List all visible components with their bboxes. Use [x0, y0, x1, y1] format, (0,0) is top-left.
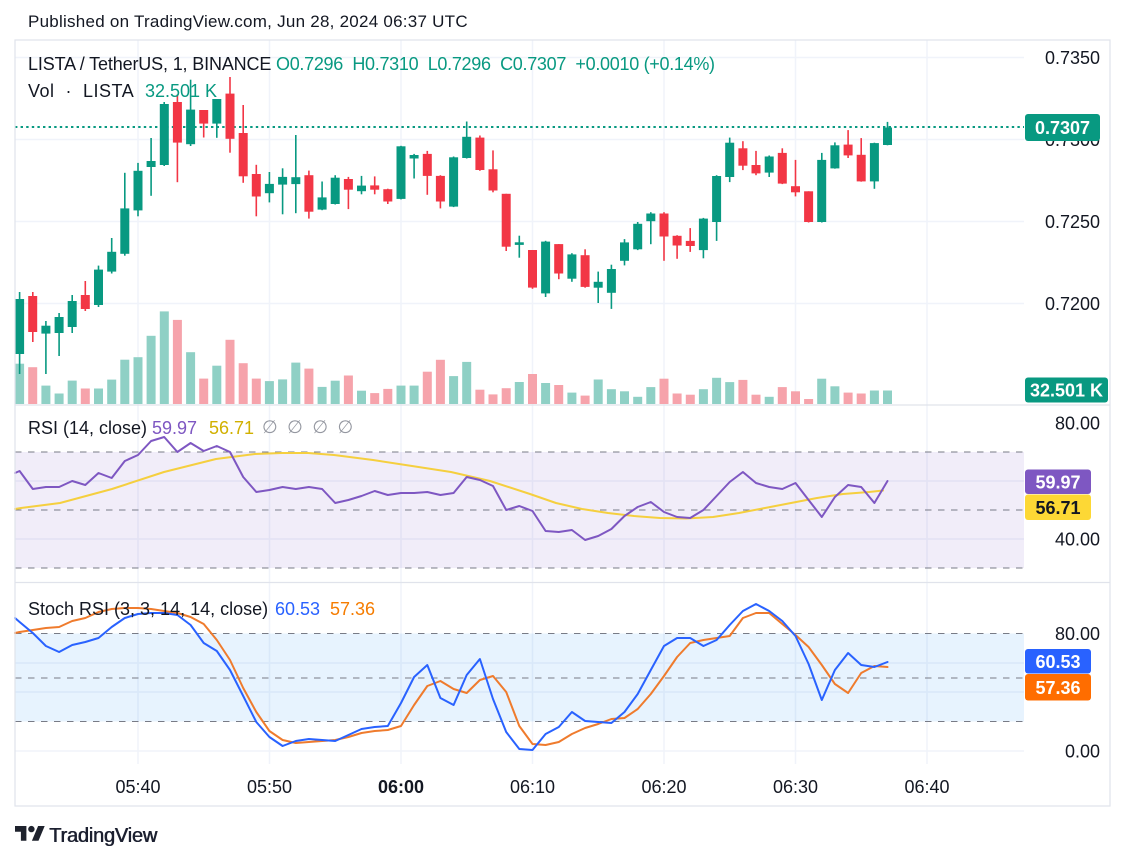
svg-text:57.36: 57.36 [1035, 678, 1080, 698]
svg-text:06:30: 06:30 [773, 777, 818, 797]
svg-text:0.7350: 0.7350 [1045, 48, 1100, 68]
svg-text:06:00: 06:00 [378, 777, 424, 797]
svg-text:0.7250: 0.7250 [1045, 212, 1100, 232]
svg-text:0.7200: 0.7200 [1045, 294, 1100, 314]
svg-text:06:20: 06:20 [641, 777, 686, 797]
svg-text:06:10: 06:10 [510, 777, 555, 797]
svg-text:56.71: 56.71 [1035, 498, 1080, 518]
svg-text:05:40: 05:40 [115, 777, 160, 797]
svg-text:32.501 K: 32.501 K [1030, 381, 1103, 401]
svg-text:80.00: 80.00 [1055, 414, 1100, 434]
svg-text:40.00: 40.00 [1055, 530, 1100, 550]
svg-text:60.53: 60.53 [1035, 652, 1080, 672]
svg-text:80.00: 80.00 [1055, 624, 1100, 644]
svg-text:06:40: 06:40 [904, 777, 949, 797]
svg-text:0.00: 0.00 [1065, 742, 1100, 762]
svg-text:0.7307: 0.7307 [1035, 118, 1090, 138]
svg-text:59.97: 59.97 [1035, 472, 1080, 492]
svg-text:05:50: 05:50 [247, 777, 292, 797]
